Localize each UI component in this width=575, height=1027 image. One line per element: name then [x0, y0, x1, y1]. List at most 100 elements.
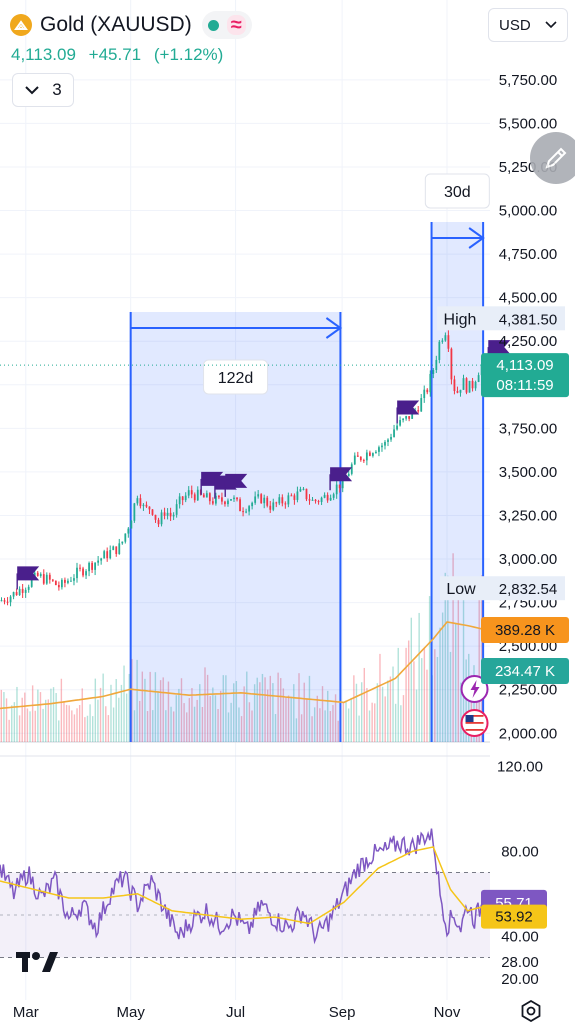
volume-bar: [251, 710, 253, 742]
volume-bar: [311, 716, 313, 742]
time-tick-label: May: [116, 1004, 145, 1021]
volume-bar: [282, 688, 285, 742]
volume-bar: [246, 671, 248, 742]
volume-bar: [222, 675, 224, 742]
candle-body: [151, 509, 154, 515]
candle-body: [302, 488, 305, 490]
candle-body: [15, 592, 18, 596]
volume-bar: [24, 692, 26, 742]
volume-bar: [298, 673, 300, 742]
volume-bar: [266, 689, 269, 742]
candle-body: [281, 497, 284, 504]
volume-bar: [159, 680, 162, 742]
volume-bar: [71, 710, 73, 742]
candle-body: [353, 455, 356, 465]
symbol-header[interactable]: Gold (XAUUSD) ≈: [10, 8, 252, 42]
candle-body: [88, 562, 90, 572]
volume-bar: [8, 719, 10, 742]
volume-bar: [227, 712, 230, 742]
candle-body: [362, 460, 365, 462]
volume-bar: [136, 659, 138, 742]
volume-bar: [139, 700, 141, 742]
volume-bar: [397, 647, 399, 742]
volume-bar: [112, 707, 115, 742]
candle-body: [429, 373, 432, 393]
price-tick-label: 5,500.00: [499, 115, 557, 132]
countdown-label: 08:11:59: [496, 377, 553, 394]
candle-body: [27, 586, 30, 590]
candle-body: [109, 550, 112, 559]
candle-body: [45, 574, 48, 584]
candle-body: [359, 456, 362, 461]
candle-body: [157, 519, 160, 525]
volume-bar: [277, 672, 279, 742]
indicators-toggle-button[interactable]: 3: [12, 73, 74, 107]
volume-bar: [76, 708, 78, 742]
candle-body: [148, 506, 151, 510]
volume-bar: [470, 675, 473, 742]
volume-bar: [225, 675, 227, 742]
candle-body: [221, 497, 223, 502]
volume-bar: [118, 697, 120, 742]
candle-body: [459, 389, 462, 393]
volume-bar: [261, 673, 264, 742]
measurement-arrowhead: [325, 317, 343, 339]
volume-bar: [355, 683, 358, 742]
rsi-ma-tag: [481, 904, 547, 929]
price-tick-label: 4,750.00: [499, 246, 557, 263]
volume-bar: [92, 716, 94, 742]
price-tick-label: 3,000.00: [499, 551, 557, 568]
drawing-button[interactable]: [530, 132, 575, 184]
volume-bar: [3, 692, 5, 742]
price-tick-label: 5,750.00: [499, 72, 557, 89]
currency-select[interactable]: USD: [488, 8, 568, 42]
low-label: Low: [446, 581, 476, 598]
candle-body: [175, 504, 178, 515]
volume-bar: [188, 698, 191, 742]
candle-body: [296, 491, 299, 500]
candle-body: [245, 511, 247, 513]
volume-bar: [428, 596, 431, 742]
candle-body: [82, 568, 84, 576]
market-open-icon: [207, 19, 219, 31]
volume-bar: [248, 702, 251, 742]
low-label-box: [440, 576, 565, 601]
volume-bar: [68, 705, 70, 742]
volume-bar: [465, 659, 467, 742]
candle-body: [390, 437, 392, 440]
volume-bar: [50, 688, 52, 742]
measurement-label-box: [424, 173, 490, 209]
candle-body: [447, 335, 450, 349]
time-tick-label: Nov: [434, 1004, 461, 1021]
candle-body: [399, 420, 401, 426]
volume-bar: [172, 711, 175, 742]
volume-bar: [183, 703, 185, 742]
last-price-tag: [481, 353, 569, 398]
volume-bar: [199, 684, 201, 742]
volume-bar: [389, 676, 392, 742]
candle-body: [67, 580, 69, 583]
candle-body: [21, 588, 24, 593]
volume-bar: [473, 665, 475, 742]
status-pill[interactable]: ≈: [201, 11, 252, 39]
wave-icon[interactable]: ≈: [226, 15, 246, 35]
candle-body: [368, 452, 371, 456]
candle-body: [474, 381, 477, 389]
volume-bar: [481, 575, 483, 742]
tradingview-logo-icon: [16, 950, 60, 979]
candle-body: [118, 543, 121, 555]
candle-body: [381, 445, 383, 448]
candle-body: [441, 340, 444, 342]
volume-bar: [21, 697, 23, 742]
measurement-range: [431, 222, 484, 742]
candle-body: [106, 551, 109, 559]
volume-bar: [209, 696, 211, 742]
price-change-pct: (+1.12%): [153, 45, 224, 64]
volume-bar: [360, 682, 363, 742]
volume-bar: [287, 695, 290, 742]
volume-bar: [407, 640, 410, 742]
settings-gear-icon[interactable]: [520, 999, 542, 1027]
volume-bar: [133, 710, 136, 742]
volume-bar: [206, 674, 209, 742]
